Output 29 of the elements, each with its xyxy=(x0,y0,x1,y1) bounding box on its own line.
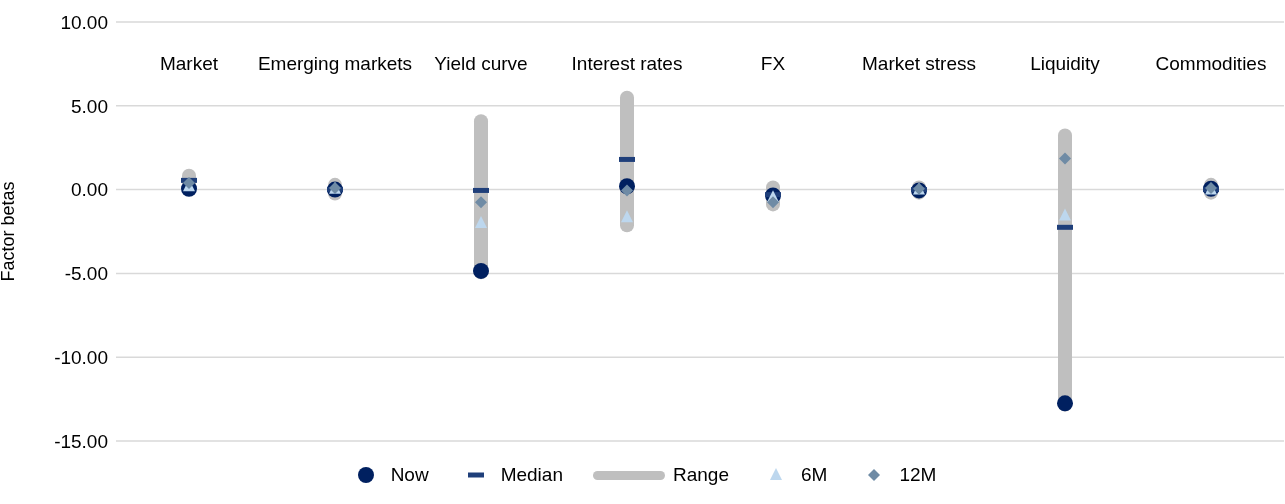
x-tick-label: Liquidity xyxy=(1030,53,1101,74)
bar xyxy=(1058,128,1072,412)
x-tick-label: Market xyxy=(159,53,219,74)
y-axis-title: Factor betas xyxy=(0,181,19,282)
x-tick-label: Interest rates xyxy=(571,53,683,74)
point xyxy=(621,210,633,223)
y-tick-label: -15.00 xyxy=(54,430,108,452)
point xyxy=(475,196,487,209)
y-tick-label: -5.00 xyxy=(64,263,108,285)
x-tick-label: Yield curve xyxy=(434,53,528,74)
y-tick-label: -10.00 xyxy=(54,346,108,368)
x-tick-label: Emerging markets xyxy=(257,53,413,74)
legend-label: 6M xyxy=(800,464,828,486)
point xyxy=(1059,152,1071,165)
point xyxy=(475,216,487,229)
y-tick-label: 10.00 xyxy=(60,11,108,33)
x-tick-label: Market stress xyxy=(861,53,977,74)
x-tick-label: Commodities xyxy=(1155,53,1267,74)
y-tick-label: 5.00 xyxy=(71,95,108,117)
point xyxy=(1059,208,1071,221)
x-tick-label: FX xyxy=(760,53,786,74)
y-tick-label: 0.00 xyxy=(71,179,108,201)
point xyxy=(1057,395,1073,412)
legend-label: Median xyxy=(500,464,563,486)
point xyxy=(473,262,489,279)
legend-label: 12M xyxy=(899,464,937,486)
legend-label: Now xyxy=(390,464,429,486)
legend-label: Range xyxy=(672,464,729,486)
point xyxy=(621,184,633,197)
